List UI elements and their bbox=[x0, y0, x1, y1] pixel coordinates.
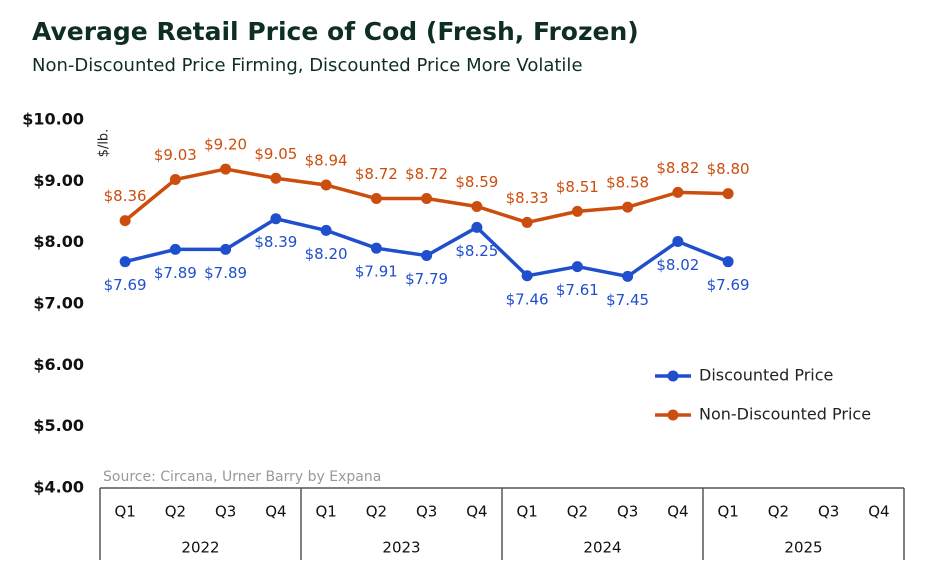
legend-label: Discounted Price bbox=[699, 366, 833, 385]
x-tick-label: Q4 bbox=[667, 503, 688, 521]
legend-marker bbox=[667, 370, 679, 382]
y-tick-label: $9.00 bbox=[33, 171, 84, 190]
y-tick-label: $10.00 bbox=[22, 110, 84, 129]
x-tick-label: Q3 bbox=[215, 503, 236, 521]
data-label: $8.72 bbox=[405, 165, 448, 183]
data-point bbox=[220, 243, 232, 255]
y-axis-label: $/lb. bbox=[97, 129, 112, 158]
data-label: $8.02 bbox=[656, 256, 699, 274]
legend-marker bbox=[667, 409, 679, 421]
data-label: $7.45 bbox=[606, 291, 649, 309]
data-label: $8.94 bbox=[305, 152, 348, 170]
source-note: Source: Circana, Urner Barry by Expana bbox=[103, 469, 381, 485]
legend-label: Non-Discounted Price bbox=[699, 405, 871, 424]
data-label: $8.51 bbox=[556, 178, 599, 196]
y-tick-label: $5.00 bbox=[33, 416, 84, 435]
x-tick-label: Q1 bbox=[114, 503, 135, 521]
data-label: $8.25 bbox=[455, 242, 498, 260]
data-point bbox=[119, 215, 131, 227]
x-tick-label: Q1 bbox=[516, 503, 537, 521]
data-point bbox=[320, 179, 332, 191]
data-label: $7.69 bbox=[707, 276, 750, 294]
x-tick-label: Q2 bbox=[165, 503, 186, 521]
data-label: $8.36 bbox=[104, 187, 147, 205]
year-label: 2023 bbox=[382, 539, 420, 557]
data-label: $8.20 bbox=[305, 245, 348, 263]
x-tick-label: Q3 bbox=[617, 503, 638, 521]
data-point bbox=[672, 235, 684, 247]
data-label: $9.20 bbox=[204, 136, 247, 154]
x-tick-label: Q2 bbox=[567, 503, 588, 521]
chart-title: Average Retail Price of Cod (Fresh, Froz… bbox=[32, 17, 639, 46]
data-point bbox=[521, 270, 533, 282]
data-label: $7.69 bbox=[104, 276, 147, 294]
y-tick-label: $7.00 bbox=[33, 294, 84, 313]
data-label: $8.39 bbox=[254, 233, 297, 251]
y-tick-label: $6.00 bbox=[33, 355, 84, 374]
data-label: $7.89 bbox=[154, 264, 197, 282]
data-point bbox=[471, 221, 483, 233]
year-label: 2024 bbox=[583, 539, 621, 557]
data-label: $7.46 bbox=[506, 290, 549, 308]
x-tick-label: Q3 bbox=[416, 503, 437, 521]
data-label: $9.05 bbox=[254, 145, 297, 163]
data-point bbox=[220, 163, 232, 175]
data-point bbox=[722, 188, 734, 200]
year-label: 2025 bbox=[784, 539, 822, 557]
data-label: $8.82 bbox=[656, 159, 699, 177]
data-point bbox=[622, 270, 634, 282]
y-tick-label: $4.00 bbox=[33, 478, 84, 497]
data-point bbox=[521, 216, 533, 228]
data-point bbox=[421, 193, 433, 205]
x-tick-label: Q4 bbox=[466, 503, 487, 521]
data-point bbox=[421, 250, 433, 262]
data-point bbox=[270, 213, 282, 225]
x-tick-label: Q2 bbox=[366, 503, 387, 521]
data-label: $7.61 bbox=[556, 281, 599, 299]
y-tick-label: $8.00 bbox=[33, 232, 84, 251]
x-tick-label: Q4 bbox=[265, 503, 286, 521]
data-point bbox=[622, 201, 634, 213]
x-tick-label: Q1 bbox=[717, 503, 738, 521]
x-tick-label: Q2 bbox=[768, 503, 789, 521]
data-point bbox=[169, 243, 181, 255]
data-point bbox=[672, 186, 684, 198]
data-label: $8.58 bbox=[606, 174, 649, 192]
data-point bbox=[270, 172, 282, 184]
data-label: $7.89 bbox=[204, 264, 247, 282]
x-tick-label: Q1 bbox=[315, 503, 336, 521]
data-point bbox=[169, 173, 181, 185]
x-tick-label: Q3 bbox=[818, 503, 839, 521]
year-label: 2022 bbox=[181, 539, 219, 557]
data-point bbox=[471, 200, 483, 212]
data-label: $8.72 bbox=[355, 165, 398, 183]
x-tick-label: Q4 bbox=[868, 503, 889, 521]
data-point bbox=[571, 261, 583, 273]
data-label: $7.79 bbox=[405, 270, 448, 288]
data-point bbox=[370, 193, 382, 205]
data-label: $8.59 bbox=[455, 173, 498, 191]
data-point bbox=[370, 242, 382, 254]
data-point bbox=[320, 224, 332, 236]
data-point bbox=[571, 205, 583, 217]
data-label: $8.33 bbox=[506, 189, 549, 207]
data-point bbox=[722, 256, 734, 268]
data-label: $9.03 bbox=[154, 146, 197, 164]
data-label: $7.91 bbox=[355, 263, 398, 281]
chart-subtitle: Non-Discounted Price Firming, Discounted… bbox=[32, 55, 583, 76]
data-point bbox=[119, 256, 131, 268]
data-label: $8.80 bbox=[707, 160, 750, 178]
